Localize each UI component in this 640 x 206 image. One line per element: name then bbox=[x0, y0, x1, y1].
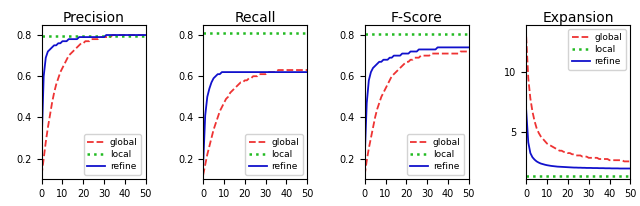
Legend: global, local, refine: global, local, refine bbox=[407, 134, 465, 175]
Legend: global, local, refine: global, local, refine bbox=[568, 29, 626, 70]
Legend: global, local, refine: global, local, refine bbox=[245, 134, 303, 175]
Title: Expansion: Expansion bbox=[543, 11, 614, 25]
Title: Precision: Precision bbox=[63, 11, 125, 25]
Title: F-Score: F-Score bbox=[391, 11, 443, 25]
Legend: global, local, refine: global, local, refine bbox=[84, 134, 141, 175]
Title: Recall: Recall bbox=[234, 11, 276, 25]
